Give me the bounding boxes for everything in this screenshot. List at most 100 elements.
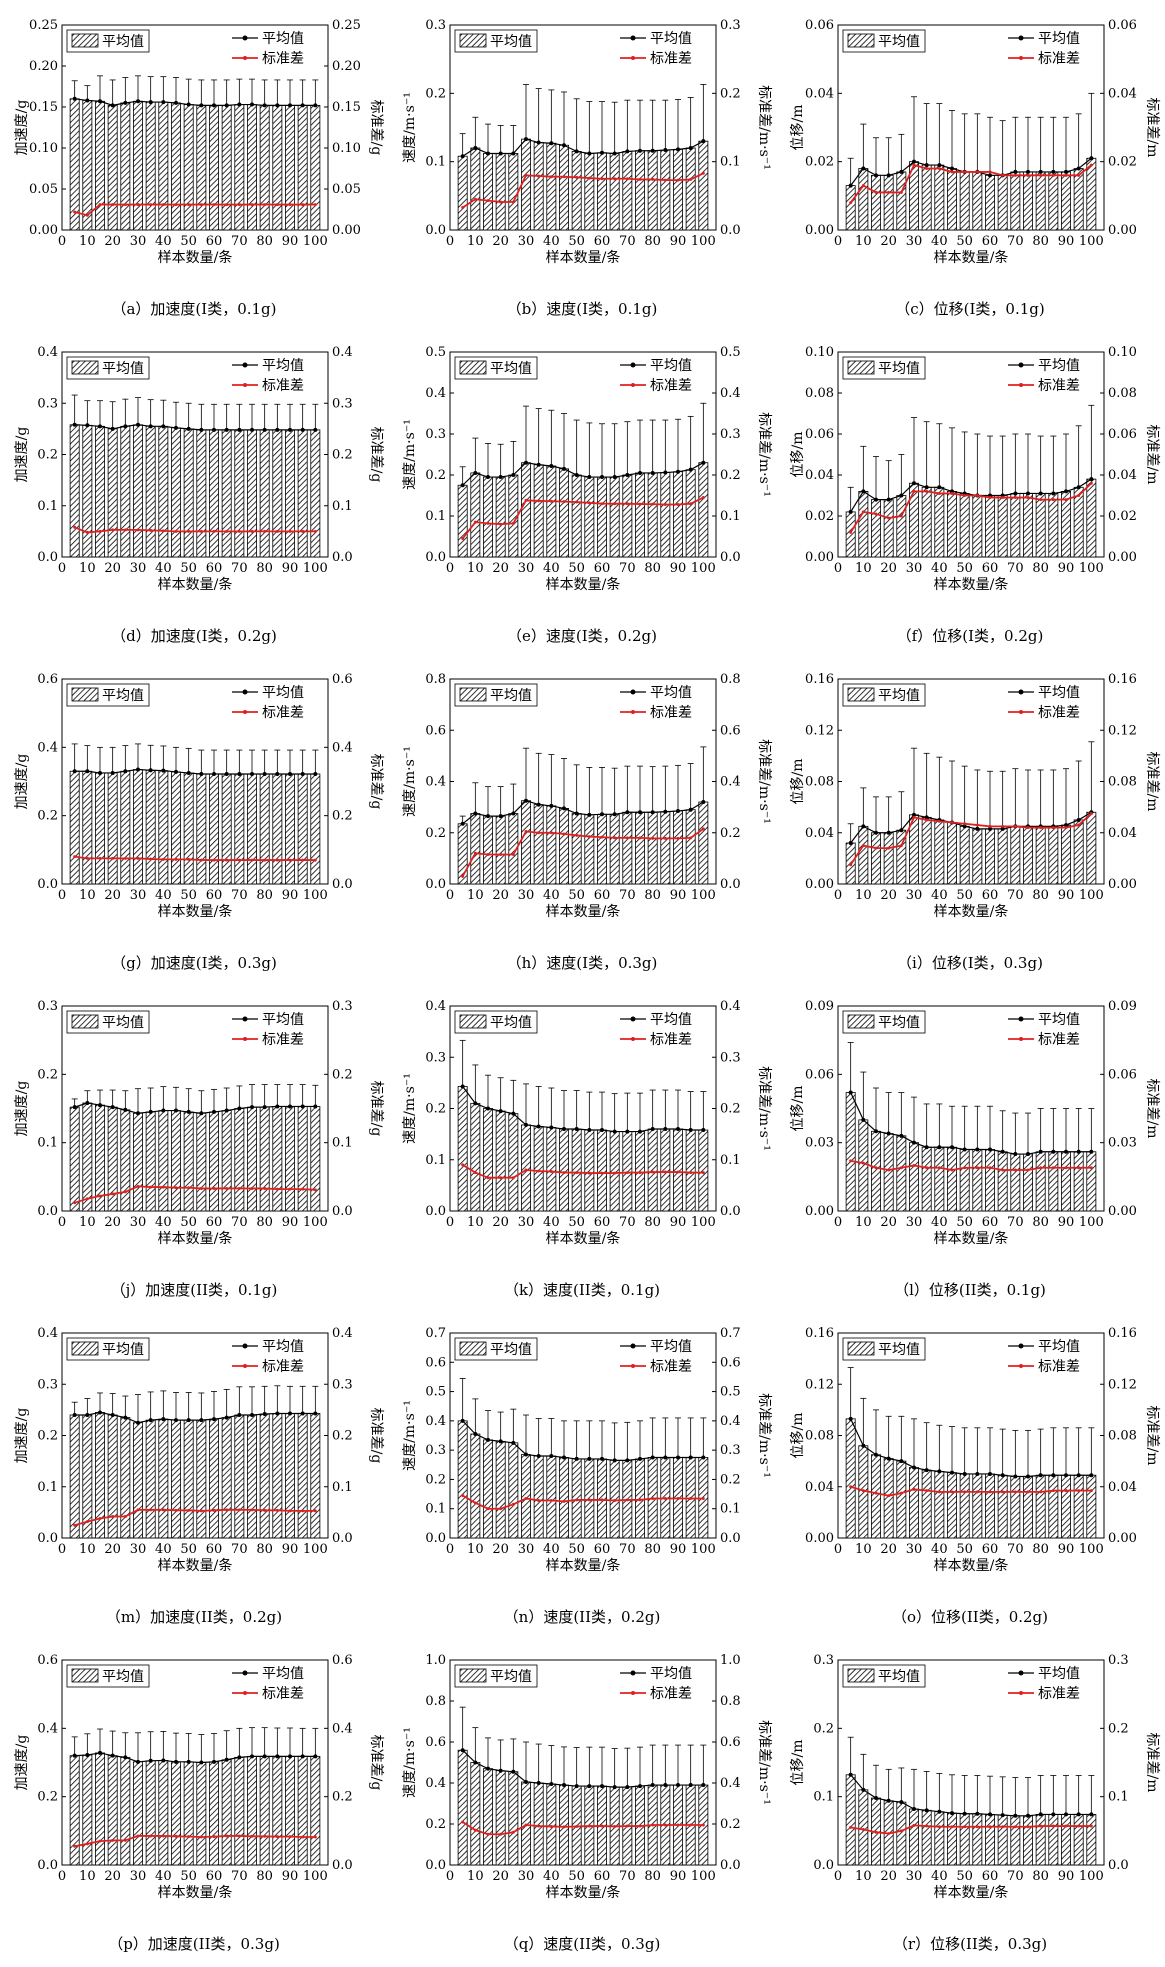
- mean-point: [650, 1127, 655, 1131]
- x-tick-label: 60: [982, 561, 999, 576]
- legend-mean-label: 平均值: [650, 31, 692, 47]
- x-tick-label: 80: [256, 888, 273, 903]
- std-point: [988, 1166, 992, 1170]
- legend-std-marker: [243, 1691, 247, 1695]
- x-tick-label: 30: [518, 1542, 535, 1557]
- chart-panel: 0.0 0.0 0.1 0.1 0.2 0.2 0.3 0.3 0.4 0.4 0 10 20 30 40 5…: [0, 1308, 388, 1635]
- mean-point: [988, 1471, 992, 1476]
- std-point: [988, 496, 992, 500]
- y-tick-label: 0.06: [805, 18, 834, 33]
- y-tick-label-right: 0.8: [720, 672, 741, 687]
- mean-point: [688, 146, 693, 150]
- mean-bar: [285, 1755, 295, 1866]
- mean-line: [462, 1086, 704, 1133]
- mean-point: [212, 427, 216, 432]
- std-point: [187, 1835, 191, 1839]
- std-point: [313, 1188, 317, 1192]
- mean-bar: [1048, 493, 1059, 558]
- std-point: [263, 1186, 267, 1190]
- x-tick-label: 0: [446, 1542, 454, 1557]
- mean-bar: [107, 1414, 118, 1539]
- std-point: [861, 1489, 865, 1493]
- mean-point: [549, 1782, 554, 1787]
- chart-panel: 0.0 0.0 0.2 0.2 0.4 0.4 0.6 0.6 0.8 0.8 0 10 20 30 40 5…: [388, 654, 776, 981]
- std-point: [199, 203, 203, 207]
- mean-point: [536, 140, 541, 145]
- mean-bar: [209, 1761, 219, 1866]
- mean-point: [136, 1759, 140, 1764]
- mean-point: [161, 768, 166, 773]
- x-tick-label: 10: [855, 234, 872, 249]
- std-point: [600, 177, 604, 181]
- std-point: [1064, 1824, 1068, 1828]
- std-point: [676, 1496, 680, 1500]
- legend-mean-label: 平均值: [1038, 31, 1080, 47]
- x-tick-label: 30: [906, 1542, 923, 1557]
- mean-bar: [685, 147, 696, 231]
- mean-bar: [571, 1128, 582, 1212]
- y-tick-label-right: 0.0: [332, 550, 353, 565]
- x-tick-label: 10: [855, 1869, 872, 1884]
- mean-bar: [483, 153, 493, 231]
- y-tick-label-right: 0.4: [720, 775, 741, 790]
- y-tick-label: 0.5: [425, 345, 446, 360]
- mean-bar: [1035, 171, 1046, 231]
- std-point: [950, 491, 954, 495]
- y-tick-label: 0.0: [425, 1531, 446, 1546]
- y-tick-label-right: 0.3: [720, 18, 741, 33]
- mean-point: [1064, 169, 1068, 174]
- y-tick-label-right: 0.0: [720, 223, 741, 238]
- y-tick-label: 0.3: [37, 1377, 58, 1392]
- std-point: [136, 1508, 140, 1512]
- std-point: [975, 1166, 979, 1170]
- y-tick-label-right: 0.02: [1108, 509, 1137, 524]
- std-point: [263, 1834, 267, 1838]
- x-axis-label: 样本数量/条: [546, 249, 621, 266]
- mean-point: [186, 102, 191, 107]
- y-tick-label: 0.4: [37, 345, 58, 360]
- std-point: [499, 1507, 503, 1511]
- mean-bar: [234, 1756, 245, 1866]
- mean-bar: [1061, 1151, 1071, 1212]
- std-point: [899, 1829, 903, 1833]
- y-axis-label-right: 标准差/m·s⁻¹: [756, 739, 772, 824]
- legend-mean-marker: [242, 1670, 248, 1676]
- mean-bar: [1048, 1151, 1059, 1212]
- mean-point: [574, 1456, 579, 1461]
- x-tick-label: 20: [492, 561, 509, 576]
- std-point: [250, 1834, 254, 1838]
- mean-point: [1038, 491, 1043, 496]
- mean-point: [300, 1754, 305, 1759]
- mean-point: [161, 100, 166, 105]
- std-point: [613, 1499, 617, 1503]
- y-tick-label-right: 0.0: [332, 1204, 353, 1219]
- y-tick-label: 0.0: [37, 550, 58, 565]
- std-point: [199, 1835, 203, 1839]
- mean-bar: [221, 429, 232, 558]
- x-tick-label: 30: [130, 1215, 147, 1230]
- std-point: [288, 529, 292, 533]
- mean-point: [988, 173, 992, 178]
- x-tick-label: 100: [691, 561, 716, 576]
- std-point: [874, 1166, 878, 1170]
- mean-bar: [985, 1814, 995, 1866]
- legend-bar-swatch: [459, 33, 487, 48]
- mean-point: [937, 1469, 942, 1474]
- y-axis-label-right: 标准差/m: [1144, 98, 1160, 158]
- x-tick-label: 40: [543, 888, 560, 903]
- x-tick-label: 40: [543, 234, 560, 249]
- mean-point: [1076, 817, 1081, 822]
- std-point: [250, 1508, 254, 1512]
- x-tick-label: 70: [619, 234, 636, 249]
- std-point: [225, 1834, 229, 1838]
- y-axis-label: 加速度/g: [14, 1735, 30, 1791]
- std-point: [537, 1824, 541, 1828]
- std-point: [549, 1170, 553, 1174]
- mean-bar: [546, 1127, 557, 1212]
- mean-point: [848, 1772, 853, 1777]
- std-point: [849, 530, 853, 534]
- x-tick-label: 30: [906, 1869, 923, 1884]
- y-tick-label: 0.15: [29, 100, 58, 115]
- std-point: [187, 529, 191, 533]
- y-tick-label-right: 0.1: [1108, 1790, 1129, 1805]
